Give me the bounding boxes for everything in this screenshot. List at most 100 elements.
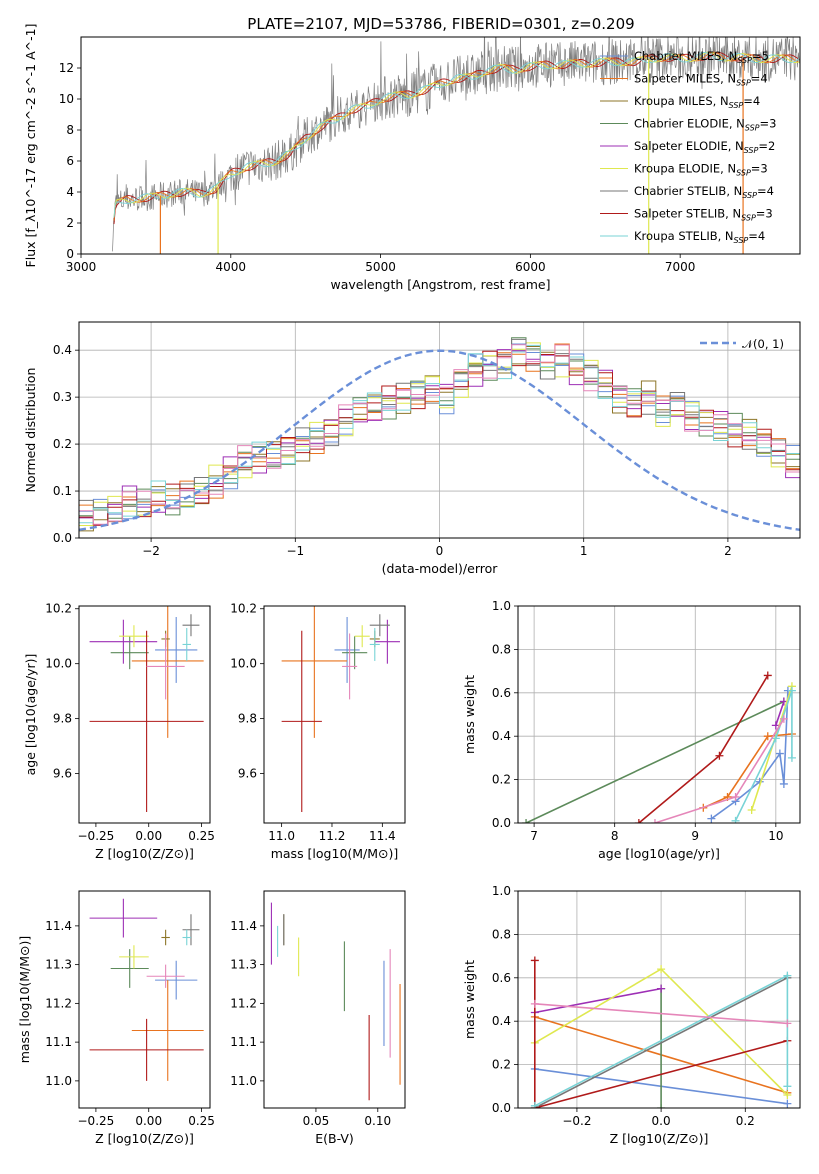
y-tick-label: 11.4 — [45, 919, 72, 933]
y-tick-label: 11.4 — [230, 919, 257, 933]
normal-curve-line — [79, 349, 800, 531]
x-tick-label: 0.10 — [364, 1114, 391, 1128]
y-tick-label: 0.4 — [492, 1014, 511, 1028]
mass-vs-ebv-axes — [260, 925, 379, 1112]
legend-entry: Kroupa STELIB, NSSP=4 — [634, 229, 765, 245]
y-tick-label: 11.2 — [45, 996, 72, 1010]
y-tick-label: 4 — [66, 185, 74, 199]
age-vs-mass-points — [281, 606, 400, 813]
histogram-line — [79, 346, 800, 532]
y-tick-label: 9.6 — [238, 767, 257, 781]
model-spectrum-line — [113, 51, 800, 218]
legend-entry: Kroupa MILES, NSSP=4 — [634, 94, 760, 110]
weight-point-marker — [779, 714, 788, 723]
weight-vs-age-lines — [522, 671, 796, 823]
histogram-line — [79, 344, 800, 524]
y-tick-label: 11.2 — [230, 996, 257, 1010]
weight-point-marker — [783, 971, 792, 980]
y-tick-label: 11.1 — [45, 1035, 72, 1049]
x-axis-label: Z [log10(Z/Z⊙)] — [610, 1131, 709, 1146]
weight-point-marker — [771, 734, 780, 743]
x-tick-label: 2 — [724, 544, 732, 558]
y-tick-label: 0.4 — [492, 729, 511, 743]
weight-vs-Z-axes — [514, 890, 800, 1112]
x-tick-label: 11.4 — [369, 829, 396, 843]
age-vs-mass-frame — [263, 605, 406, 824]
legend-entry: Salpeter MILES, NSSP=4 — [634, 72, 768, 88]
weight-point-marker — [783, 1019, 792, 1028]
age-vs-Z-points — [89, 606, 204, 813]
x-tick-label: 11.0 — [268, 829, 295, 843]
x-tick-label: 0.00 — [135, 1114, 162, 1128]
y-tick-label: 1.0 — [492, 599, 511, 613]
x-axis-label: (data-model)/error — [382, 561, 499, 576]
y-tick-label: 10.2 — [45, 602, 72, 616]
x-tick-label: 9 — [691, 829, 699, 843]
weight-series-line — [734, 690, 793, 822]
x-tick-label: 6000 — [515, 260, 546, 274]
mass-vs-ebv-points — [270, 902, 401, 1101]
weight-point-marker — [731, 816, 740, 823]
x-tick-label: 1 — [580, 544, 588, 558]
x-tick-label: 0.2 — [736, 1114, 755, 1128]
y-tick-label: 0.0 — [492, 816, 511, 830]
legend-entry: Kroupa ELODIE, NSSP=3 — [634, 162, 768, 178]
weight-point-marker — [779, 779, 788, 788]
weight-point-marker — [787, 686, 796, 695]
y-axis-label: mass weight — [462, 675, 477, 754]
y-tick-label: 0 — [66, 247, 74, 261]
x-tick-label: 8 — [611, 829, 619, 843]
residuals-axes — [75, 322, 800, 542]
legend-entry: Chabrier MILES, NSSP=5 — [634, 49, 769, 65]
weight-point-marker — [783, 1090, 792, 1099]
x-tick-label: −1 — [286, 544, 304, 558]
histogram-group — [79, 337, 800, 532]
weight-point-marker — [763, 671, 772, 680]
weight-point-marker — [634, 819, 643, 823]
x-tick-label: 5000 — [365, 260, 396, 274]
weight-point-marker — [522, 819, 531, 823]
spectrum-axes — [77, 67, 681, 258]
y-tick-label: 0.2 — [492, 1058, 511, 1072]
weight-point-marker — [715, 751, 724, 760]
weight-point-marker — [731, 792, 740, 801]
y-tick-label: 2 — [66, 216, 74, 230]
weight-point-marker — [530, 999, 539, 1008]
x-tick-label: 4000 — [216, 260, 247, 274]
y-axis-label: mass [log10(M/M⊙)] — [17, 936, 32, 1064]
x-tick-label: 7 — [530, 829, 538, 843]
y-tick-label: 0.2 — [492, 773, 511, 787]
x-tick-label: −0.25 — [78, 1114, 115, 1128]
mass-vs-ebv-frame — [263, 890, 406, 1109]
mass-vs-Z-axes — [75, 925, 202, 1112]
y-axis-label: Normed distribution — [23, 368, 38, 493]
x-axis-label: age [log10(age/yr)] — [598, 846, 720, 861]
x-tick-label: 0.05 — [303, 1114, 330, 1128]
x-tick-label: 11.2 — [319, 829, 346, 843]
y-tick-label: 10.0 — [230, 657, 257, 671]
weight-series-line — [534, 1003, 788, 1025]
weight-point-marker — [783, 1082, 792, 1091]
model-spectrum-line — [113, 52, 800, 225]
model-spectrum-line — [113, 51, 800, 218]
y-tick-label: 11.0 — [45, 1074, 72, 1088]
y-tick-label: 0.8 — [492, 927, 511, 941]
x-axis-label: mass [log10(M/M⊙)] — [271, 846, 399, 861]
y-tick-label: 0.0 — [492, 1101, 511, 1115]
age-vs-Z-axes — [75, 608, 202, 827]
weight-point-marker — [763, 732, 772, 741]
weight-vs-age-frame — [517, 605, 801, 824]
weight-point-marker — [775, 749, 784, 758]
x-axis-label: E(B-V) — [315, 1131, 354, 1146]
y-axis-label: Flux [f_λ10^-17 erg cm^-2 s^-1 A^-1] — [23, 24, 38, 268]
y-tick-label: 11.1 — [230, 1035, 257, 1049]
weight-point-marker — [787, 753, 796, 762]
histogram-line — [79, 349, 800, 526]
weight-point-marker — [650, 819, 659, 823]
y-axis-label: age [log10(age/yr)] — [23, 654, 38, 776]
y-tick-label: 0.6 — [492, 971, 511, 985]
weight-series-line — [710, 690, 789, 820]
weight-point-marker — [657, 984, 666, 993]
model-spectrum-line — [113, 51, 800, 221]
weight-point-marker — [657, 965, 666, 974]
